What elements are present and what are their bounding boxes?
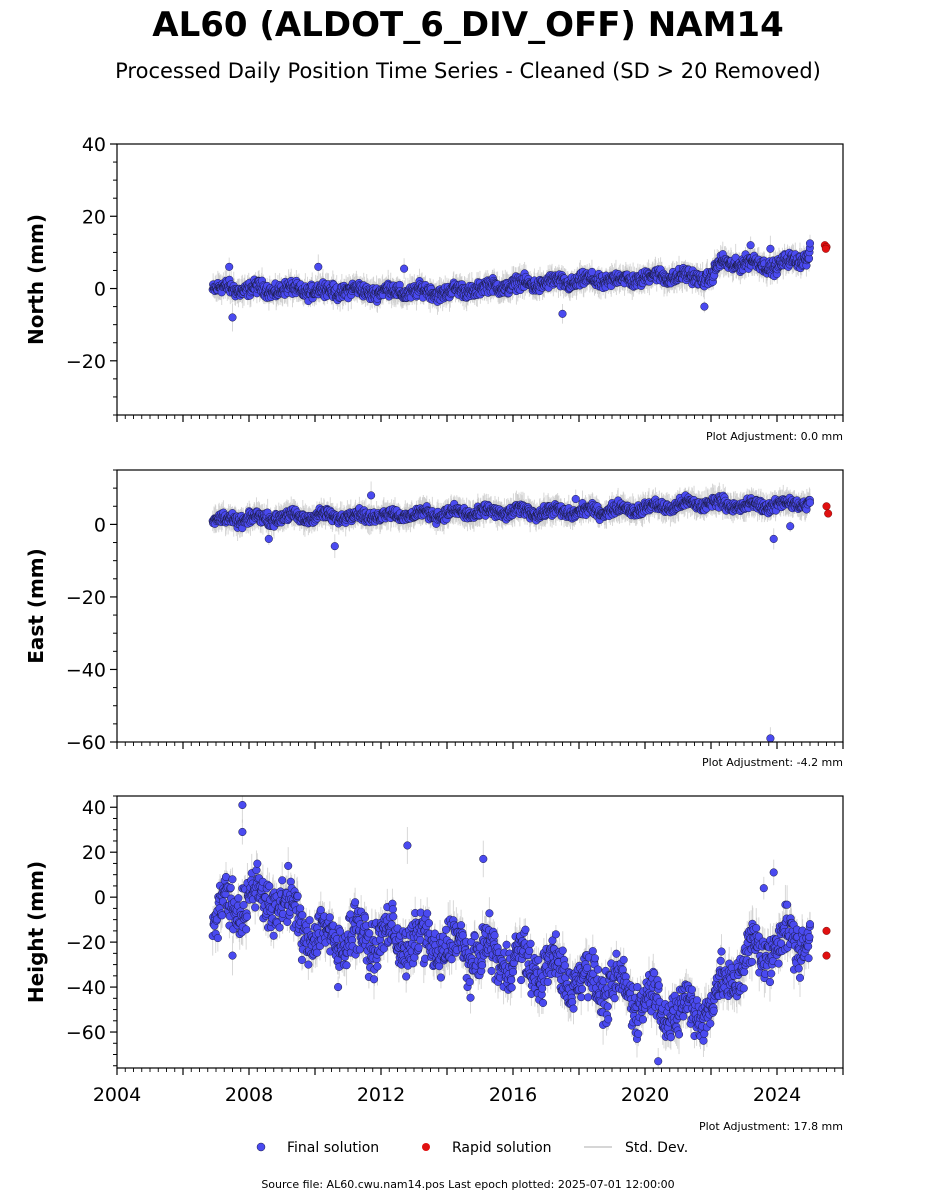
final-solution-point	[225, 262, 234, 271]
x-axis	[116, 415, 844, 422]
final-solution-point	[400, 264, 409, 273]
final-solution-point	[700, 302, 709, 311]
plot-area	[208, 234, 831, 332]
final-solution-point	[587, 267, 596, 276]
final-solution-points	[208, 491, 815, 742]
y-tick-label: 0	[94, 279, 106, 301]
y-axis: −20 0 20 40	[66, 134, 117, 416]
panel-north: −20 0 20 40 North (mm) Plot Adjustment: 0.0 m…	[24, 134, 844, 443]
y-tick-label: −20	[66, 351, 106, 373]
rapid-solution-points	[820, 241, 831, 253]
final-solution-point	[766, 244, 775, 253]
rapid-solution-point	[821, 244, 830, 253]
plot-area	[208, 481, 833, 742]
final-solution-point	[314, 262, 323, 271]
chart-subtitle: Processed Daily Position Time Series - C…	[115, 59, 821, 83]
chart-title: AL60 (ALDOT_6_DIV_OFF) NAM14	[152, 5, 783, 45]
final-solution-point	[558, 309, 567, 318]
final-solution-point	[746, 241, 755, 250]
final-solution-point	[228, 313, 237, 322]
plot-adjustment-label: Plot Adjustment: 0.0 mm	[706, 430, 843, 443]
y-tick-label: 40	[82, 134, 106, 156]
final-solution-point	[805, 239, 815, 248]
y-tick-label: 20	[82, 206, 106, 228]
final-solution-points	[208, 239, 815, 322]
y-axis-label: North (mm)	[24, 214, 48, 345]
